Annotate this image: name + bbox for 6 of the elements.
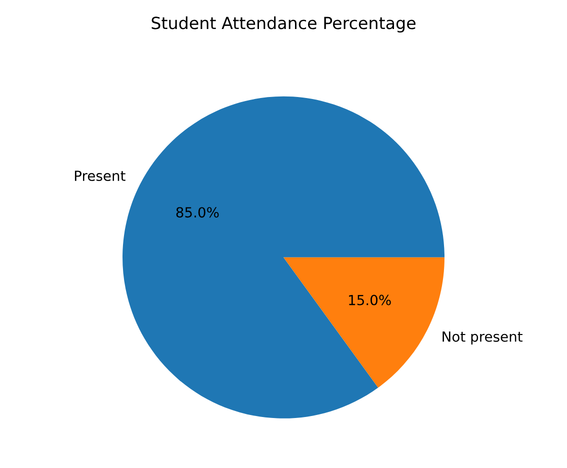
data-label: 15.0% [349,294,391,306]
pie-slice [284,257,444,388]
chart-title: Student Attendance Percentage [152,16,416,33]
slice-label: Not present [442,332,522,345]
slice-label: Present [74,170,126,182]
data-label: 85.0% [176,207,219,218]
